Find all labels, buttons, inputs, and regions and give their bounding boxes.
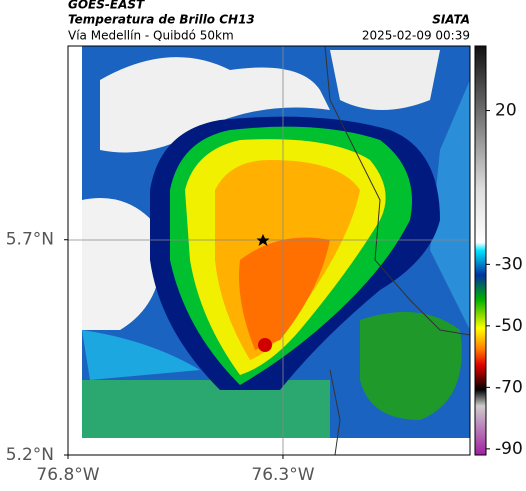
satellite-image bbox=[68, 46, 470, 455]
title: GOES-EAST bbox=[68, 0, 145, 12]
datetime: 2025-02-09 00:39 bbox=[362, 29, 470, 43]
colorbar-tick-label: -30 bbox=[495, 254, 523, 274]
source: SIATA bbox=[432, 13, 470, 27]
colorbar-tick-label: 20 bbox=[495, 101, 517, 121]
y-tick-label: 5.7°N bbox=[6, 230, 54, 250]
x-tick-label: 76.3°W bbox=[251, 465, 314, 485]
subtitle: Temperatura de Brillo CH13 bbox=[68, 13, 255, 27]
location: Vía Medellín - Quibdó 50km bbox=[68, 29, 234, 43]
y-tick-label: 5.2°N bbox=[6, 445, 54, 465]
colorbar-tick-label: -70 bbox=[495, 377, 523, 397]
x-tick-label: 76.8°W bbox=[36, 465, 99, 485]
colorbar-tick-label: -50 bbox=[495, 316, 523, 336]
map-frame bbox=[67, 45, 471, 456]
colorbar-tick-label: -90 bbox=[495, 439, 523, 459]
colorbar bbox=[474, 45, 487, 456]
